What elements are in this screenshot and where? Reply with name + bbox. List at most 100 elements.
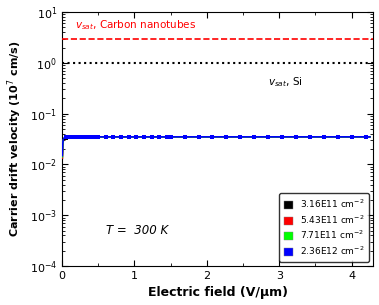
Point <box>74 135 80 139</box>
Point <box>182 135 188 139</box>
Text: $v_{sat}$, Carbon nanotubes: $v_{sat}$, Carbon nanotubes <box>75 18 196 32</box>
Point <box>279 135 285 139</box>
Point <box>251 135 257 139</box>
Point <box>110 135 116 139</box>
Point <box>363 135 369 139</box>
Point <box>110 135 116 139</box>
Point <box>95 135 101 139</box>
Point <box>363 135 369 139</box>
Point <box>141 135 147 139</box>
Point <box>126 135 132 139</box>
Point <box>103 135 109 139</box>
Point <box>307 135 313 139</box>
Point <box>164 135 170 139</box>
Point <box>84 135 90 139</box>
Point <box>307 135 313 139</box>
Point <box>293 135 299 139</box>
Point <box>224 135 230 139</box>
Point <box>133 135 139 139</box>
Point <box>66 135 72 139</box>
Point <box>95 135 101 139</box>
Point <box>224 135 230 139</box>
Text: T =  300 K: T = 300 K <box>105 224 168 237</box>
Point <box>141 135 147 139</box>
Point <box>156 135 162 139</box>
Point <box>141 135 147 139</box>
Point <box>182 135 188 139</box>
Point <box>349 135 355 139</box>
Point <box>91 135 97 139</box>
Point <box>210 135 216 139</box>
Point <box>63 135 69 140</box>
Point <box>251 135 257 139</box>
Point <box>133 135 139 139</box>
Point <box>156 135 162 139</box>
Point <box>63 135 69 140</box>
Point <box>74 135 80 139</box>
Point <box>321 135 327 139</box>
Point <box>237 135 243 139</box>
Point <box>156 135 162 139</box>
Point <box>118 135 124 139</box>
Point <box>74 135 80 139</box>
Point <box>321 135 327 139</box>
Point <box>84 135 90 139</box>
Point <box>293 135 299 139</box>
Point <box>66 135 72 139</box>
Point <box>118 135 124 139</box>
Point <box>88 135 94 139</box>
Point <box>95 135 101 139</box>
Point <box>149 135 155 139</box>
Point <box>196 135 202 139</box>
Point <box>182 135 188 139</box>
Point <box>224 135 230 139</box>
Point <box>103 135 109 139</box>
Point <box>81 135 87 139</box>
Point <box>110 135 116 139</box>
Point <box>103 135 109 139</box>
Point <box>182 135 188 139</box>
Point <box>84 135 90 139</box>
Point <box>251 135 257 139</box>
Point <box>164 135 170 139</box>
Point <box>77 135 83 139</box>
Point <box>237 135 243 139</box>
Point <box>279 135 285 139</box>
Point <box>164 135 170 139</box>
Point <box>265 135 271 139</box>
Point <box>81 135 87 139</box>
Point <box>363 135 369 139</box>
Point <box>103 135 109 139</box>
Point <box>77 135 83 139</box>
X-axis label: Electric field (V/μm): Electric field (V/μm) <box>148 286 288 300</box>
Point <box>70 135 76 139</box>
Point <box>164 135 170 139</box>
Point <box>293 135 299 139</box>
Point <box>237 135 243 139</box>
Point <box>335 135 341 139</box>
Point <box>70 135 76 139</box>
Point <box>251 135 257 139</box>
Point <box>149 135 155 139</box>
Point <box>149 135 155 139</box>
Point <box>126 135 132 139</box>
Text: $v_{sat}$, Si: $v_{sat}$, Si <box>268 75 303 89</box>
Point <box>118 135 124 139</box>
Point <box>307 135 313 139</box>
Point <box>321 135 327 139</box>
Point <box>66 135 72 139</box>
Point <box>63 135 69 140</box>
Point <box>156 135 162 139</box>
Point <box>210 135 216 139</box>
Point <box>126 135 132 139</box>
Point <box>88 135 94 139</box>
Point <box>133 135 139 139</box>
Point <box>118 135 124 139</box>
Point <box>88 135 94 139</box>
Point <box>70 135 76 139</box>
Point <box>126 135 132 139</box>
Point <box>63 135 69 140</box>
Point <box>363 135 369 139</box>
Point <box>91 135 97 139</box>
Point <box>168 135 174 139</box>
